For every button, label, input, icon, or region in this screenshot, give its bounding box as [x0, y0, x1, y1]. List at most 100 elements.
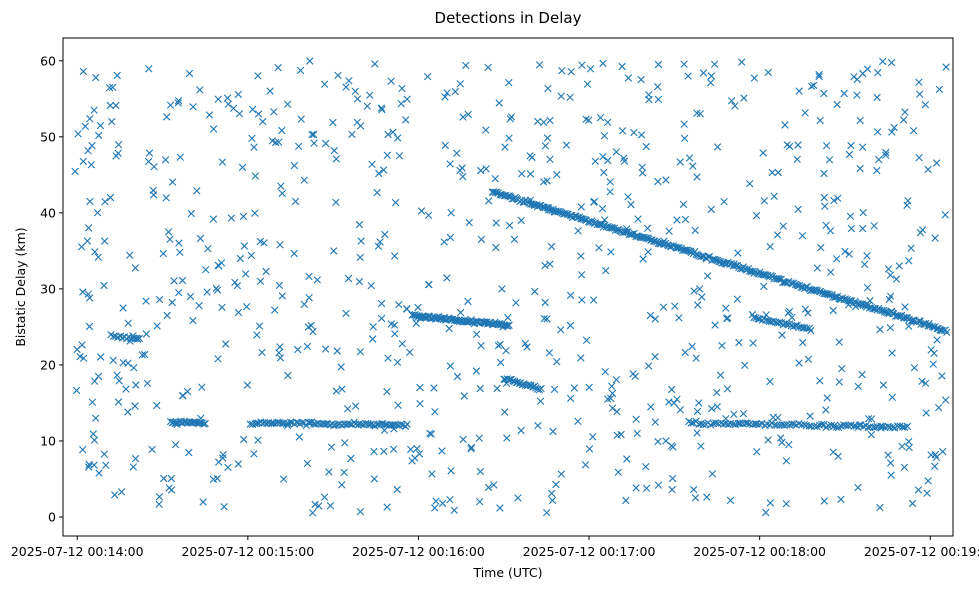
- data-point: [847, 141, 855, 150]
- data-point: [523, 343, 531, 351]
- data-point: [904, 197, 912, 205]
- data-point: [482, 126, 490, 134]
- data-point: [748, 310, 757, 319]
- data-point: [512, 299, 520, 307]
- data-point: [915, 154, 923, 162]
- data-point: [412, 319, 420, 328]
- data-point: [275, 349, 283, 357]
- data-point: [838, 365, 846, 373]
- data-point: [803, 324, 811, 333]
- data-point: [877, 424, 885, 432]
- data-point: [428, 470, 436, 478]
- y-tick-label: 40: [40, 205, 56, 220]
- data-point: [888, 128, 896, 136]
- data-point: [509, 377, 517, 385]
- data-point: [651, 315, 659, 323]
- data-point: [713, 403, 721, 411]
- data-point: [727, 97, 736, 105]
- data-point: [171, 441, 180, 449]
- data-point: [557, 470, 565, 478]
- data-point: [356, 122, 365, 130]
- data-point: [540, 314, 548, 323]
- data-point: [79, 354, 88, 362]
- data-point: [495, 99, 503, 107]
- data-point: [327, 443, 336, 451]
- data-point: [543, 509, 551, 517]
- data-point: [731, 102, 739, 110]
- data-point: [723, 385, 732, 393]
- data-point: [174, 97, 183, 105]
- data-point: [680, 134, 689, 142]
- data-point: [351, 402, 360, 410]
- data-point: [909, 127, 918, 135]
- data-point: [708, 470, 717, 478]
- data-point: [707, 205, 715, 214]
- data-point: [224, 463, 232, 472]
- data-point: [191, 418, 199, 426]
- data-point: [337, 363, 345, 371]
- data-point: [498, 285, 506, 293]
- data-point: [431, 504, 439, 512]
- data-point: [837, 495, 845, 504]
- data-point: [321, 345, 330, 353]
- data-point: [391, 252, 399, 260]
- data-point: [167, 486, 176, 494]
- data-point: [662, 176, 670, 184]
- data-point: [141, 350, 149, 359]
- data-point: [882, 148, 890, 157]
- data-point: [446, 160, 454, 168]
- y-tick-label: 0: [48, 509, 56, 524]
- data-point: [779, 222, 787, 230]
- data-point: [752, 211, 761, 220]
- data-point: [608, 382, 616, 390]
- data-point: [501, 143, 509, 151]
- data-point: [753, 448, 761, 456]
- data-point: [711, 321, 719, 329]
- data-point: [546, 155, 554, 163]
- data-point: [87, 161, 95, 169]
- data-point: [456, 166, 464, 175]
- data-point: [241, 270, 250, 278]
- data-point: [251, 172, 260, 180]
- data-point: [817, 243, 825, 252]
- data-point: [254, 110, 263, 118]
- data-point: [355, 420, 363, 428]
- data-point: [651, 237, 659, 245]
- data-point: [642, 463, 650, 471]
- data-point: [115, 377, 123, 385]
- data-point: [387, 77, 395, 85]
- data-point: [607, 224, 615, 232]
- data-point: [618, 62, 626, 71]
- data-point: [754, 315, 762, 323]
- data-point: [886, 324, 895, 332]
- data-point: [484, 483, 493, 492]
- data-point: [308, 130, 316, 139]
- data-point: [809, 81, 818, 90]
- data-point: [367, 420, 375, 429]
- data-point: [929, 360, 937, 368]
- data-point: [841, 247, 849, 256]
- data-point: [359, 421, 368, 429]
- data-point: [596, 114, 605, 122]
- data-point: [402, 116, 410, 124]
- data-point: [303, 459, 312, 468]
- data-point: [835, 338, 843, 346]
- data-point: [833, 100, 841, 109]
- data-point: [905, 437, 913, 446]
- data-point: [766, 242, 774, 251]
- data-point: [79, 288, 87, 296]
- data-point: [164, 228, 173, 236]
- data-point: [81, 122, 89, 130]
- data-point: [581, 461, 590, 469]
- data-point: [196, 86, 204, 94]
- data-point: [618, 127, 627, 135]
- data-point: [933, 336, 941, 344]
- data-point: [490, 481, 498, 489]
- data-point: [840, 89, 848, 98]
- data-point: [84, 290, 92, 298]
- data-point: [766, 499, 774, 507]
- data-point: [290, 249, 298, 258]
- data-point: [346, 420, 354, 428]
- data-point: [187, 209, 195, 218]
- data-point: [908, 316, 917, 325]
